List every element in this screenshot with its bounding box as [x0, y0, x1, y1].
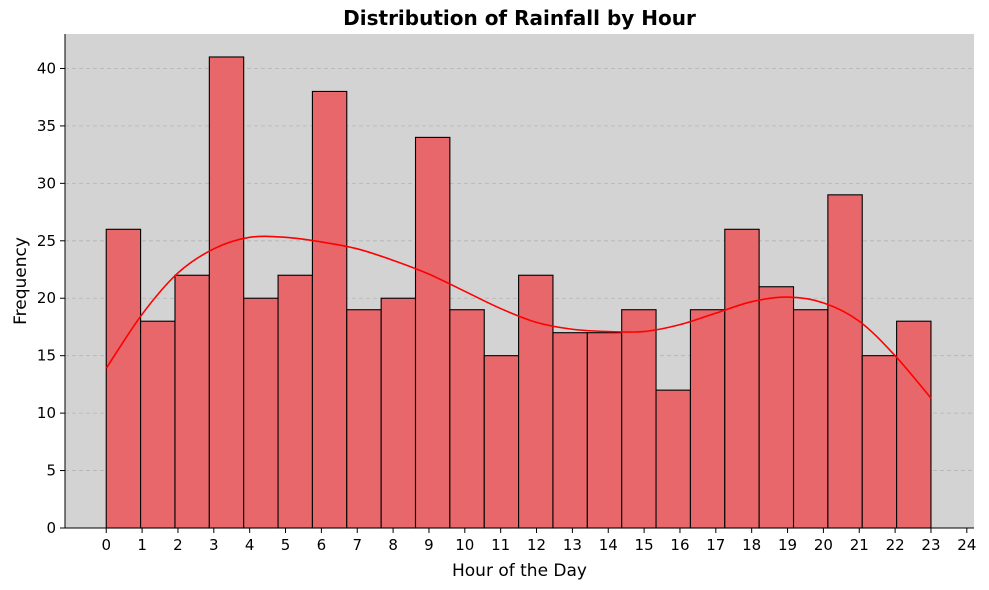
x-tick-label: 14 [599, 536, 618, 554]
histogram-bar [827, 194, 863, 529]
histogram-bar [346, 309, 382, 529]
kde-curve [105, 235, 932, 399]
histogram-bar [483, 355, 520, 529]
y-ticks: 0 5 10 15 20 25 30 35 40 [37, 59, 65, 537]
x-tick-label: 13 [563, 536, 582, 554]
y-tick-label: 35 [37, 117, 56, 135]
x-tick-label: 19 [778, 536, 797, 554]
x-ticks: 0 1 2 3 4 5 6 7 8 9 10 11 12 13 14 15 16 17 18 19 20 21 22 23 24 [101, 528, 976, 554]
y-tick-label: 30 [37, 174, 56, 192]
x-tick-label: 9 [424, 536, 434, 554]
y-tick-label: 40 [37, 59, 56, 77]
histogram-bar [518, 274, 554, 529]
histogram-bar [861, 355, 898, 529]
histogram-bar [792, 309, 829, 529]
histogram-bar [724, 228, 760, 529]
histogram-bar [689, 309, 726, 529]
y-tick-label: 25 [37, 232, 56, 250]
histogram-bar [414, 136, 451, 529]
histogram-bar [208, 56, 245, 529]
histogram-bar [758, 286, 795, 529]
histogram-bar [243, 297, 279, 529]
histogram-bar [896, 320, 932, 529]
y-axis-label: Frequency [11, 237, 31, 325]
x-tick-label: 18 [742, 536, 761, 554]
y-tick-label: 0 [46, 519, 56, 537]
histogram-bar [311, 90, 348, 529]
histogram-bar [277, 274, 313, 529]
x-tick-label: 22 [886, 536, 905, 554]
y-tick-label: 20 [37, 289, 56, 307]
x-tick-label: 1 [137, 536, 147, 554]
x-tick-label: 15 [635, 536, 654, 554]
histogram-bar [174, 274, 210, 529]
histogram-bar [655, 389, 691, 529]
y-tick-label: 10 [37, 404, 56, 422]
histogram-bar [621, 309, 657, 529]
x-tick-label: 2 [173, 536, 183, 554]
x-tick-label: 4 [245, 536, 255, 554]
y-tick-label: 5 [46, 462, 56, 480]
histogram-bar [552, 332, 588, 529]
x-tick-label: 17 [706, 536, 725, 554]
x-tick-label: 7 [352, 536, 362, 554]
chart-title: Distribution of Rainfall by Hour [343, 6, 696, 30]
x-tick-label: 16 [670, 536, 689, 554]
x-tick-label: 3 [209, 536, 219, 554]
x-tick-label: 6 [317, 536, 327, 554]
x-tick-label: 5 [281, 536, 291, 554]
x-tick-label: 21 [850, 536, 869, 554]
x-tick-label: 23 [921, 536, 940, 554]
histogram-bar [140, 320, 176, 529]
x-tick-label: 0 [101, 536, 111, 554]
histogram-bar [380, 297, 417, 529]
y-tick-label: 15 [37, 347, 56, 365]
histogram-bar [105, 228, 142, 529]
x-tick-label: 11 [491, 536, 510, 554]
x-tick-label: 24 [957, 536, 976, 554]
x-tick-label: 12 [527, 536, 546, 554]
x-tick-label: 8 [388, 536, 398, 554]
x-axis-label: Hour of the Day [452, 561, 587, 581]
histogram-bar [449, 309, 485, 529]
x-tick-label: 10 [455, 536, 474, 554]
axes [64, 34, 974, 529]
x-tick-label: 20 [814, 536, 833, 554]
histogram-bar [586, 332, 623, 529]
